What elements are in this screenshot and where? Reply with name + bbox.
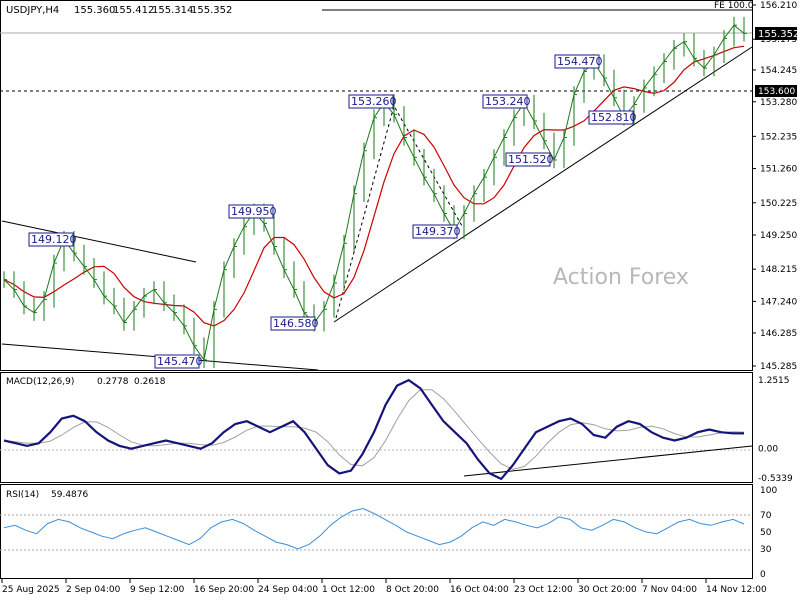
time-tick-label: 23 Oct 12:00 [514,585,573,595]
price-annotation: 153.260 [348,94,397,109]
price-panel [0,0,753,371]
price-annotation-label: 151.520 [508,153,554,166]
price-tick-label: 150.225 [760,199,797,209]
chart-header-open: 155.360 [74,5,115,16]
fib-projection-line [335,104,463,319]
rsi-line [3,507,745,550]
watermark: Action Forex [553,265,689,290]
time-tick-label: 16 Sep 20:00 [194,585,254,595]
time-tick-label: 7 Nov 04:00 [642,585,697,595]
price-annotation: 149.950 [228,204,277,219]
price-tick-label: 151.260 [760,165,797,175]
price-annotation-label: 153.260 [351,95,397,108]
price-annotation-label: 146.580 [273,317,319,330]
chart-header-symbol: USDJPY,H4 [6,5,59,16]
time-tick-label: 2 Sep 04:00 [66,585,121,595]
price-annotation: 149.370 [412,224,461,239]
time-tick-label: 25 Aug 2025 [2,585,60,595]
macd-signal-line [3,389,745,470]
time-tick-label: 9 Sep 12:00 [130,585,185,595]
price-annotation-label: 149.370 [415,225,461,238]
price-annotation-label: 149.950 [231,205,277,218]
time-tick-label: 14 Nov 12:00 [706,585,767,595]
macd-tick-label: 1.2515 [758,376,790,386]
support-price-tag: 153.600 [755,85,797,97]
rsi-value: 59.4876 [51,490,88,500]
svg-text:155.352: 155.352 [758,29,799,40]
price-tick-label: 146.285 [760,329,797,339]
svg-text:153.600: 153.600 [758,87,795,97]
price-annotation: 153.240 [482,94,531,109]
price-annotation: 149.120 [28,232,77,247]
fe-100-label: FE 100.0 [714,1,754,11]
rsi-tick-label: 30 [760,545,772,555]
chart-header-close: 155.352 [191,5,232,16]
chart-header-low: 155.314 [152,5,193,16]
rsi-label: RSI(14) [6,490,39,500]
price-tick-label: 154.245 [760,66,797,76]
time-tick-label: 30 Oct 20:00 [578,585,637,595]
chart-header-high: 155.412 [113,5,154,16]
price-annotation: 154.470 [554,54,603,69]
price-annotation-label: 153.240 [485,95,531,108]
macd-tick-label: -0.5339 [758,474,793,484]
price-annotation: 145.470 [154,354,203,369]
moving-average-line [3,45,745,327]
time-tick-label: 1 Oct 12:00 [322,585,375,595]
rsi-panel [0,484,753,579]
time-tick-label: 16 Oct 04:00 [450,585,509,595]
price-annotation: 152.810 [588,110,637,125]
price-annotation: 146.580 [270,316,319,331]
price-annotation: 151.520 [505,152,554,167]
macd-trendline [463,445,753,477]
rsi-tick-label: 100 [760,486,777,496]
price-annotation-label: 152.810 [591,111,637,124]
price-tick-label: 147.240 [760,297,797,307]
rsi-tick-label: 70 [760,511,772,521]
price-annotation-label: 145.470 [157,355,203,368]
time-tick-label: 8 Oct 20:00 [386,585,439,595]
price-tick-label: 148.215 [760,265,797,275]
time-tick-label: 24 Sep 04:00 [258,585,318,595]
price-annotation-label: 154.470 [557,55,603,68]
rsi-tick-label: 0 [760,570,766,580]
upper-channel-line [1,220,197,263]
price-annotation-label: 149.120 [31,233,77,246]
rising-trendline [333,46,753,323]
macd-line [3,378,745,481]
macd-tick-label: 0.00 [758,445,778,455]
rsi-tick-label: 50 [760,528,772,538]
price-tick-label: 156.210 [760,1,797,11]
price-tick-label: 153.280 [760,98,797,108]
macd-signal-value: 0.2618 [134,377,166,387]
macd-main-value: 0.2778 [97,377,129,387]
price-tick-label: 149.250 [760,231,797,241]
price-tick-label: 152.235 [760,132,797,142]
current-price-tag: 155.352 [755,27,799,40]
price-tick-label: 145.285 [760,362,797,372]
price-tick-label: 155.175 [760,35,797,45]
macd-label: MACD(12,26,9) [6,377,74,387]
